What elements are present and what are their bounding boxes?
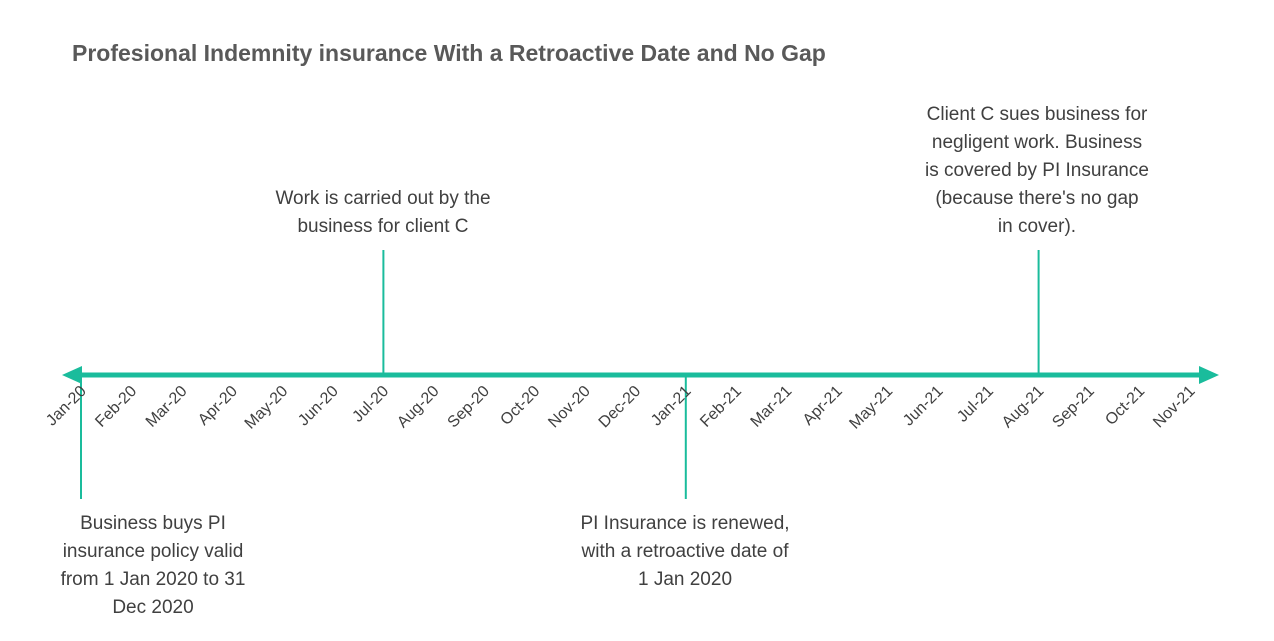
month-tick-label: Jan-20 [43, 383, 90, 430]
event-line: in cover). [997, 216, 1077, 237]
month-tick-label: Feb-21 [697, 383, 745, 431]
event-policy-purchase: Business buys PI insurance policy valid … [28, 510, 278, 622]
event-line: PI Insurance is renewed, [580, 513, 790, 534]
event-line: 1 Jan 2020 [637, 569, 733, 590]
event-client-sues: Client C sues business for negligent wor… [897, 101, 1177, 241]
month-tick-label: Oct-20 [497, 383, 543, 429]
event-line: with a retroactive date of [581, 541, 789, 562]
month-tick-label: May-20 [242, 383, 292, 433]
month-tick-label: Apr-20 [195, 383, 241, 429]
event-line: negligent work. Business [931, 132, 1143, 153]
event-line: from 1 Jan 2020 to 31 [60, 569, 246, 590]
event-line: Work is carried out by the [275, 188, 491, 209]
month-tick-label: Mar-21 [748, 383, 796, 431]
event-line: is covered by PI Insurance [925, 160, 1149, 181]
month-tick-label: May-21 [846, 383, 896, 433]
event-line: insurance policy valid [62, 541, 244, 562]
page-title: Profesional Indemnity insurance With a R… [72, 40, 826, 66]
month-tick-label: Sep-20 [445, 383, 494, 432]
month-tick-label: Apr-21 [800, 383, 846, 429]
event-line: business for client C [297, 216, 469, 237]
month-tick-label: Mar-20 [143, 383, 191, 431]
month-tick-label: Jun-20 [295, 383, 342, 430]
event-line: Client C sues business for [926, 104, 1148, 125]
month-tick-label: Oct-21 [1102, 383, 1148, 429]
left-arrowhead-icon [62, 366, 82, 384]
month-tick-label: Nov-20 [545, 383, 594, 432]
event-work-carried-out: Work is carried out by the business for … [243, 185, 523, 241]
month-tick-label: Dec-20 [596, 383, 645, 432]
event-policy-renewed: PI Insurance is renewed, with a retroact… [545, 510, 825, 594]
month-tick-label: Feb-20 [92, 383, 140, 431]
month-tick-label: Aug-20 [394, 383, 443, 432]
month-tick-label: Sep-21 [1049, 383, 1098, 432]
month-tick-label: Jan-21 [648, 383, 695, 430]
month-tick-label: Jul-21 [954, 383, 997, 426]
month-tick-label: Jul-20 [349, 383, 392, 426]
month-tick-labels: Jan-20 Feb-20 Mar-20 Apr-20 May-20 Jun-20 Jul-… [43, 383, 1198, 433]
month-tick-label: Aug-21 [999, 383, 1048, 432]
month-tick-label: Jun-21 [900, 383, 947, 430]
right-arrowhead-icon [1199, 366, 1219, 384]
month-tick-label: Nov-21 [1150, 383, 1199, 432]
event-connectors [80, 250, 1040, 499]
event-line: Dec 2020 [112, 597, 194, 618]
event-line: Business buys PI [80, 513, 226, 534]
event-line: (because there's no gap [935, 188, 1139, 209]
